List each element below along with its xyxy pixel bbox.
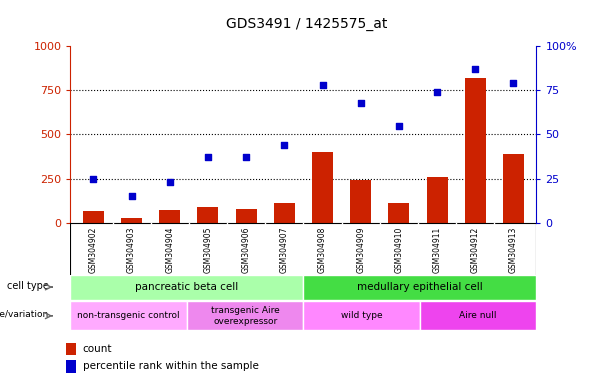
Point (203, 154, 213, 161)
Text: GSM304904: GSM304904 (166, 227, 174, 273)
Bar (312, 152, 333, 223)
Point (318, 82, 327, 88)
Bar (70, 275, 303, 300)
Text: cell type: cell type (7, 281, 48, 291)
Point (356, 99, 365, 106)
Text: GSM304910: GSM304910 (394, 227, 403, 273)
Text: pancreatic beta cell: pancreatic beta cell (135, 282, 238, 292)
Bar (303, 301, 420, 330)
Text: GDS3491 / 1425575_at: GDS3491 / 1425575_at (226, 17, 387, 31)
Text: GSM304907: GSM304907 (280, 227, 289, 273)
Point (280, 142, 289, 148)
Point (394, 122, 404, 129)
Bar (197, 207, 218, 223)
Text: genotype/variation: genotype/variation (0, 310, 48, 319)
Bar (70, 301, 187, 330)
Bar (83, 211, 104, 223)
Bar (503, 154, 524, 223)
Text: medullary epithelial cell: medullary epithelial cell (357, 282, 483, 292)
Text: wild type: wild type (341, 311, 383, 320)
Text: count: count (83, 344, 112, 354)
Bar (465, 78, 485, 223)
Bar (187, 301, 303, 330)
Text: GSM304909: GSM304909 (356, 227, 365, 273)
Text: non-transgenic control: non-transgenic control (77, 311, 180, 320)
Text: GSM304912: GSM304912 (471, 227, 480, 273)
Bar (66, 360, 76, 372)
Text: GSM304906: GSM304906 (242, 227, 251, 273)
Point (470, 66, 480, 72)
Bar (389, 203, 409, 223)
Point (509, 80, 519, 86)
Bar (303, 275, 536, 300)
Text: transgenic Aire
overexpressor: transgenic Aire overexpressor (211, 306, 280, 326)
Bar (121, 218, 142, 223)
Point (165, 179, 175, 185)
Point (242, 154, 251, 161)
Bar (350, 180, 371, 223)
Bar (235, 209, 257, 223)
Point (127, 193, 137, 199)
Bar (420, 301, 536, 330)
Point (88, 175, 98, 182)
Bar (274, 203, 295, 223)
Text: GSM304903: GSM304903 (127, 227, 136, 273)
Bar (66, 343, 76, 356)
Text: GSM304911: GSM304911 (433, 227, 441, 273)
Point (432, 89, 442, 95)
Bar (159, 210, 180, 223)
Text: Aire null: Aire null (459, 311, 497, 320)
Text: GSM304908: GSM304908 (318, 227, 327, 273)
Text: percentile rank within the sample: percentile rank within the sample (83, 361, 259, 371)
Text: GSM304905: GSM304905 (204, 227, 213, 273)
Text: GSM304902: GSM304902 (89, 227, 98, 273)
Bar (427, 177, 447, 223)
Text: GSM304913: GSM304913 (509, 227, 518, 273)
